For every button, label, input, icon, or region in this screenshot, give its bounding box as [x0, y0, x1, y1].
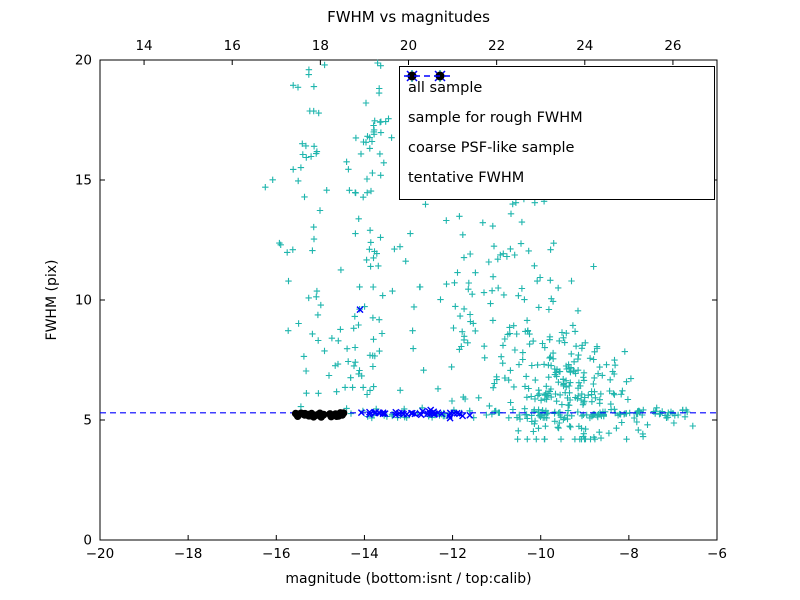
legend-label: coarse PSF-like sample	[408, 140, 575, 156]
svg-text:−12: −12	[438, 546, 467, 562]
chart-title: FWHM vs magnitudes	[327, 8, 490, 26]
svg-text:−8: −8	[619, 546, 639, 562]
legend-label: all sample	[408, 80, 483, 96]
y-axis-label: FWHM (pix)	[44, 259, 60, 341]
svg-text:24: 24	[576, 38, 593, 54]
svg-text:−18: −18	[174, 546, 203, 562]
series-sample-for-rough-FWHM	[356, 306, 474, 422]
legend-label: tentative FWHM	[408, 170, 525, 186]
axis-ticks: −20 −18 −16 −14 −12 −10 −8 −6 14 16 18 20 22 24 26 0 5 10…	[75, 38, 727, 562]
svg-text:−20: −20	[86, 546, 115, 562]
svg-text:0: 0	[83, 533, 92, 549]
svg-text:−10: −10	[526, 546, 555, 562]
svg-text:5: 5	[83, 413, 92, 429]
legend-item-rough-fwhm: sample for rough FWHM	[406, 70, 706, 133]
dot-marker-icon	[407, 71, 445, 81]
legend-item-psf-sample: coarse PSF-like sample	[407, 71, 706, 163]
svg-text:18: 18	[312, 38, 329, 54]
series-coarse-PSF-like-sample	[291, 409, 348, 421]
svg-text:−16: −16	[262, 546, 291, 562]
legend: all sample sample for rough FWHM coarse …	[399, 66, 715, 200]
svg-text:20: 20	[400, 38, 417, 54]
legend-item-tentative-fwhm: tentative FWHM	[404, 75, 706, 193]
svg-text:10: 10	[75, 293, 92, 309]
svg-text:−6: −6	[707, 546, 727, 562]
svg-text:16: 16	[224, 38, 241, 54]
svg-text:20: 20	[75, 53, 92, 69]
legend-label: sample for rough FWHM	[408, 110, 583, 126]
dot-glyph	[407, 71, 417, 81]
svg-text:15: 15	[75, 173, 92, 189]
svg-text:14: 14	[135, 38, 152, 54]
dashed-line-icon	[404, 75, 452, 77]
series-all-sample	[262, 59, 696, 443]
svg-text:26: 26	[664, 38, 681, 54]
svg-text:22: 22	[488, 38, 505, 54]
svg-text:−14: −14	[350, 546, 379, 562]
x-axis-label: magnitude (bottom:isnt / top:calib)	[285, 571, 532, 587]
